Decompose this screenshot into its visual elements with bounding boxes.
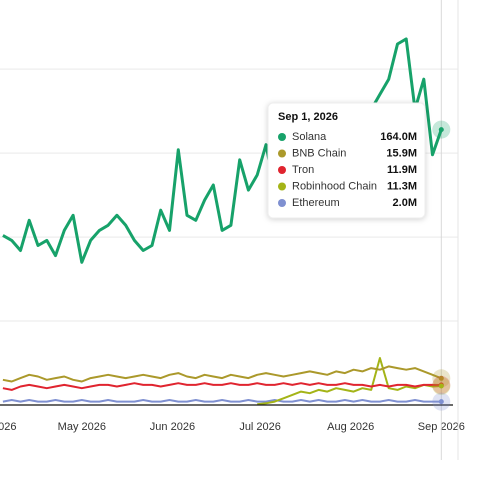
x-tick-label: May 2026 <box>58 421 106 433</box>
tooltip: Sep 1, 2026 Solana 164.0M BNB Chain 15.9M Tro… <box>267 102 426 219</box>
tooltip-title: Sep 1, 2026 <box>278 111 338 123</box>
tooltip-value: 11.3M <box>387 180 417 192</box>
tooltip-value: 2.0M <box>393 197 417 209</box>
x-tick-label: Apr 2026 <box>0 421 16 433</box>
tooltip-swatch <box>278 182 286 191</box>
tooltip-name: Solana <box>292 131 327 143</box>
tooltip-name: Robinhood Chain <box>292 180 377 192</box>
hover-point <box>438 375 444 381</box>
tooltip-box <box>267 102 426 219</box>
tooltip-value: 164.0M <box>380 131 417 143</box>
x-tick-label: Jul 2026 <box>239 421 281 433</box>
tooltip-swatch <box>278 199 286 207</box>
series-line <box>257 357 442 406</box>
tooltip-name: BNB Chain <box>292 147 346 159</box>
series-line <box>2 382 442 391</box>
tooltip-value: 15.9M <box>386 147 417 159</box>
tooltip-swatch <box>278 133 286 141</box>
x-tick-label: Jun 2026 <box>150 421 195 433</box>
series-line <box>2 365 442 383</box>
tooltip-value: 11.9M <box>387 164 417 176</box>
x-tick-label: Aug 2026 <box>327 421 374 433</box>
tooltip-swatch <box>278 149 286 158</box>
hover-point <box>438 399 444 405</box>
tooltip-name: Ethereum <box>292 197 340 209</box>
hover-point <box>438 383 444 389</box>
tooltip-name: Tron <box>292 164 314 176</box>
tooltip-swatch <box>278 166 286 174</box>
hover-point <box>438 127 444 133</box>
series-line <box>2 399 442 403</box>
